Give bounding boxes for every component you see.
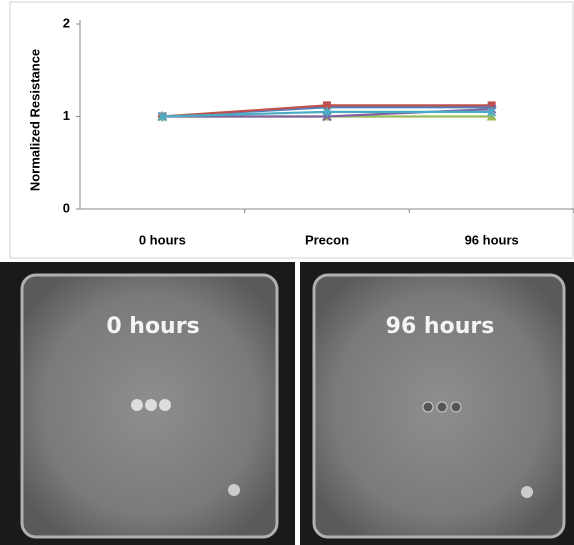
y-axis-label: Normalized Resistance <box>27 49 42 191</box>
chart-frame <box>9 1 574 259</box>
marker <box>487 101 496 110</box>
image-label: 0 hours <box>106 314 199 339</box>
image-right: 96 hours <box>300 262 574 545</box>
image-left: 0 hours <box>0 262 295 545</box>
y-tick-label: 0 <box>63 200 70 215</box>
x-tick-label: Precon <box>305 232 349 247</box>
y-tick-label: 2 <box>63 15 70 30</box>
marker <box>487 106 497 117</box>
image-label: 96 hours <box>386 314 495 339</box>
x-tick-label: 96 hours <box>465 232 519 247</box>
marker <box>322 106 332 117</box>
x-tick-label: 0 hours <box>139 232 186 247</box>
y-tick-label: 1 <box>63 108 70 123</box>
marker <box>323 101 331 110</box>
marker <box>157 111 167 122</box>
